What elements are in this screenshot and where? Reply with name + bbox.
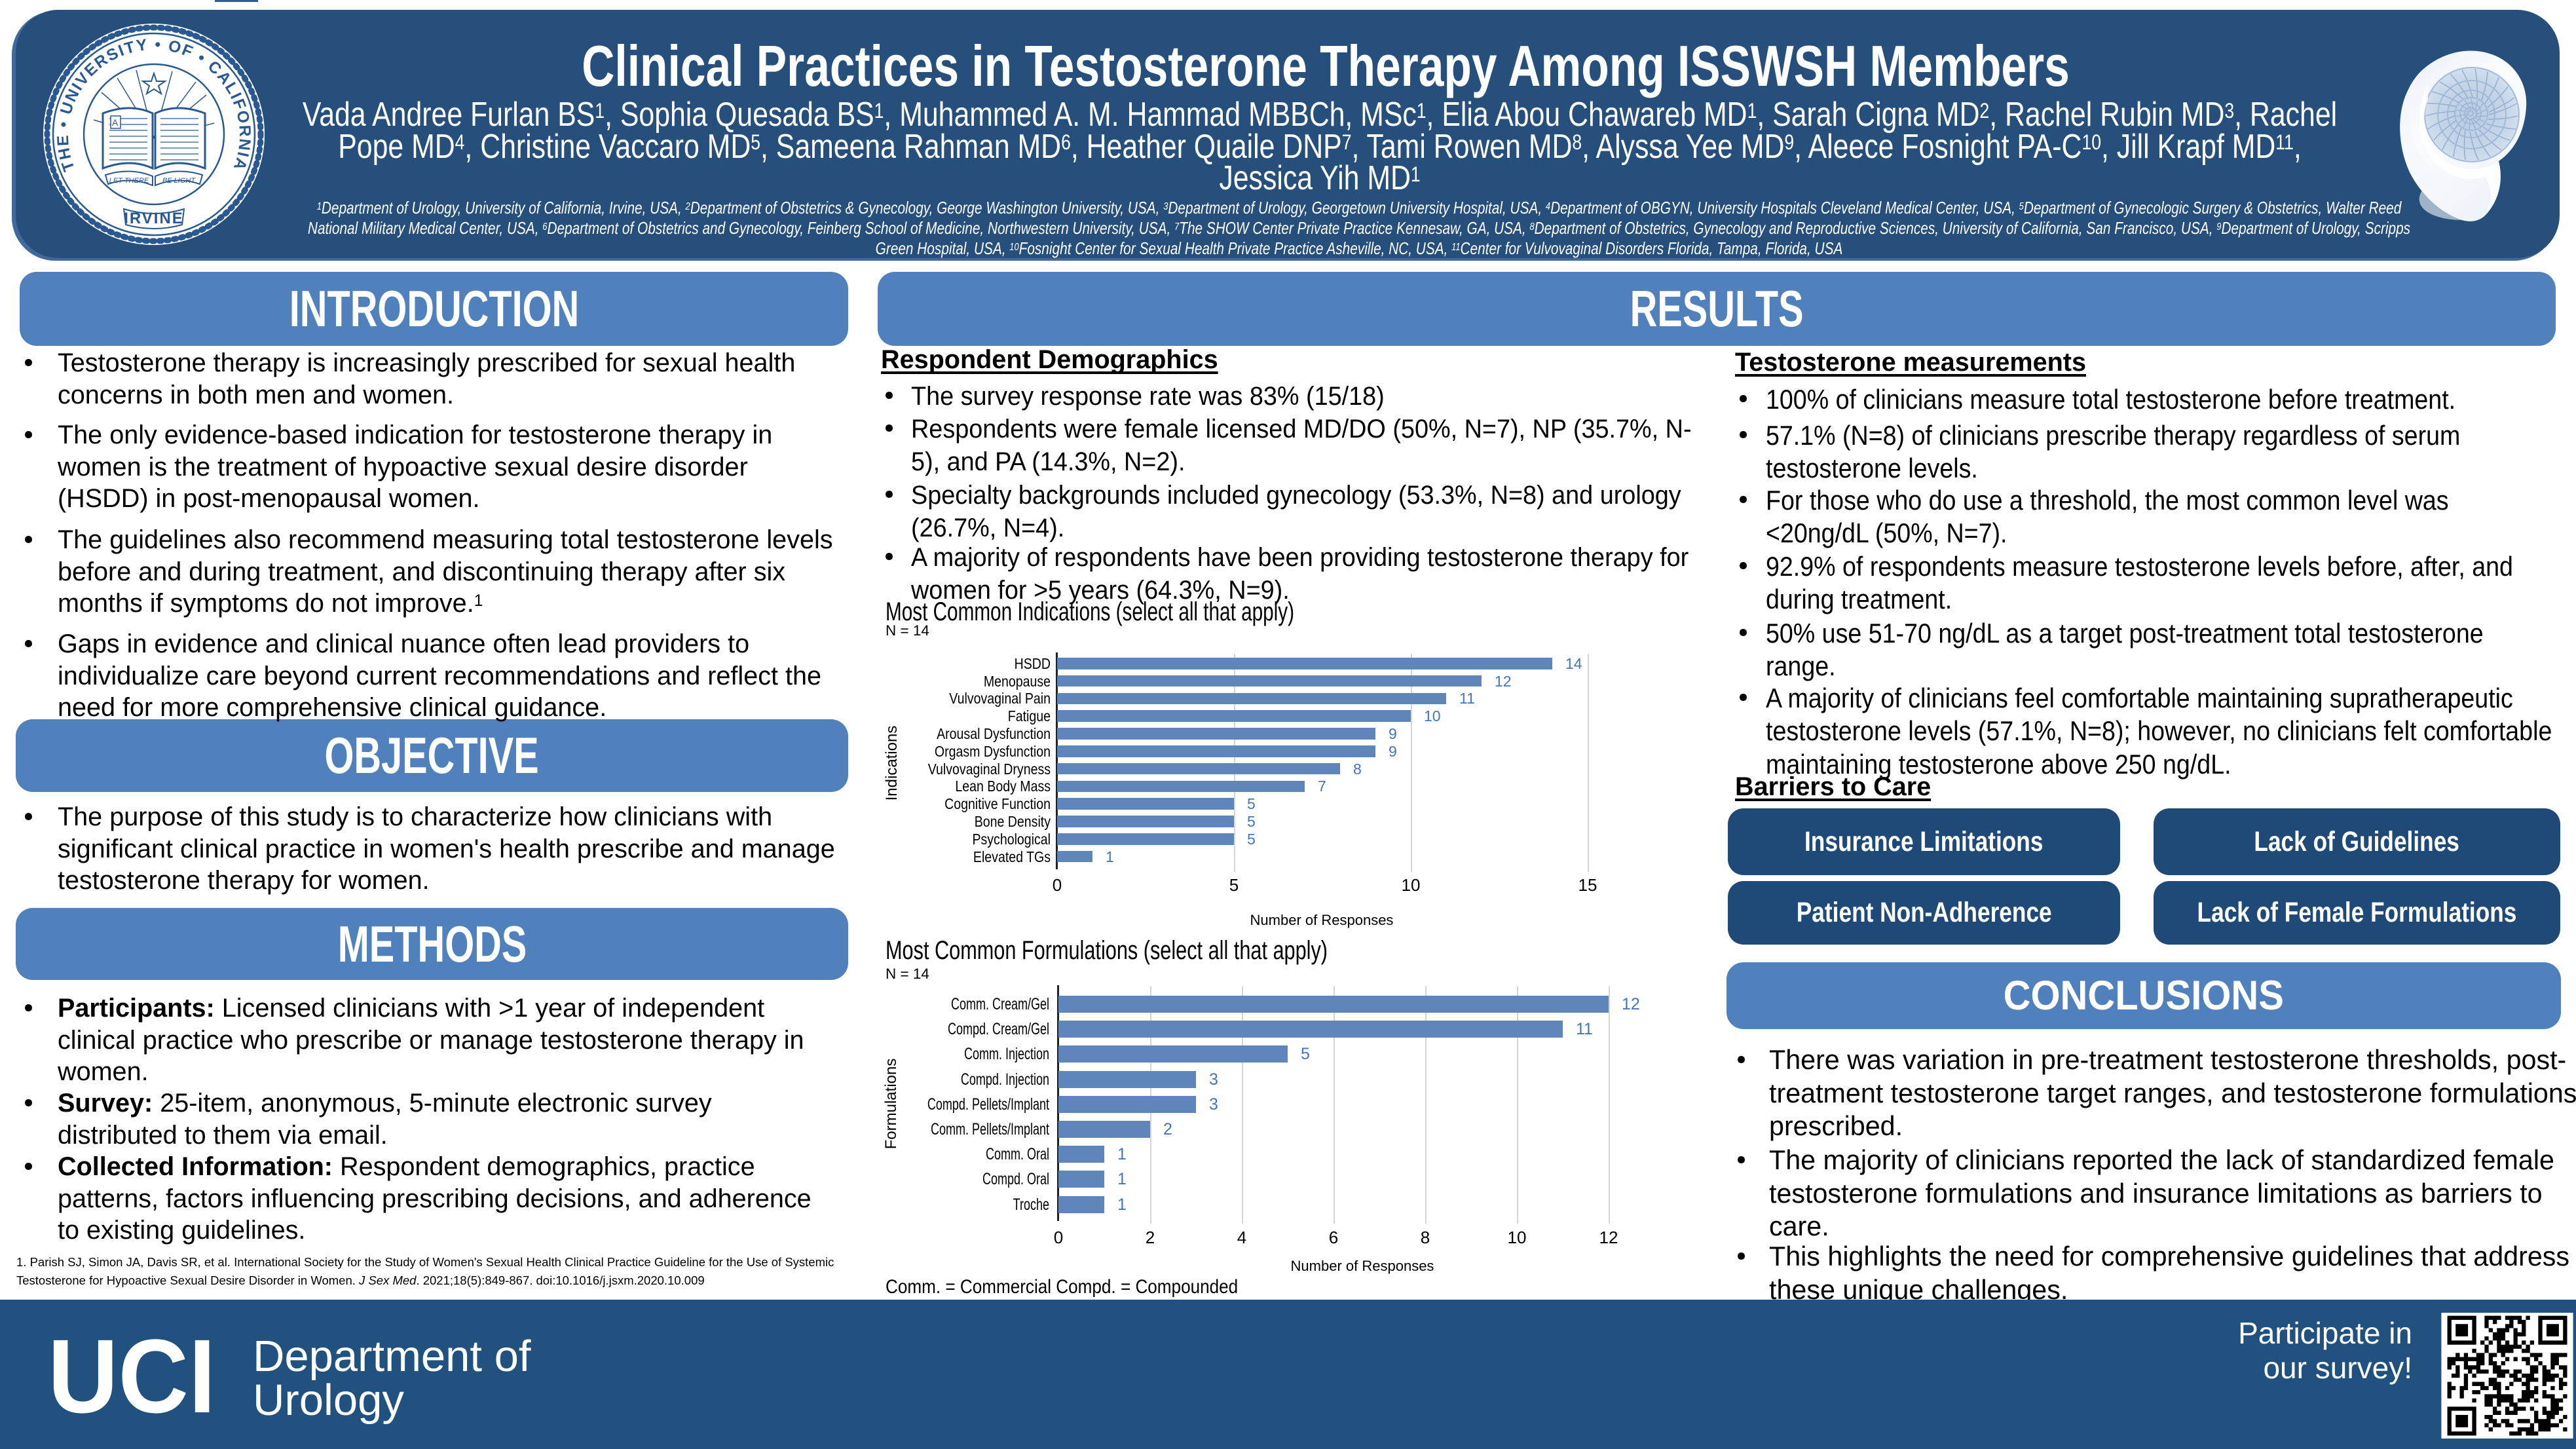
svg-text:LET THERE: LET THERE [109,177,149,185]
svg-text:BE LIGHT: BE LIGHT [162,177,196,185]
svg-text:A: A [112,117,119,128]
svg-text:IRVINE: IRVINE [124,210,184,227]
